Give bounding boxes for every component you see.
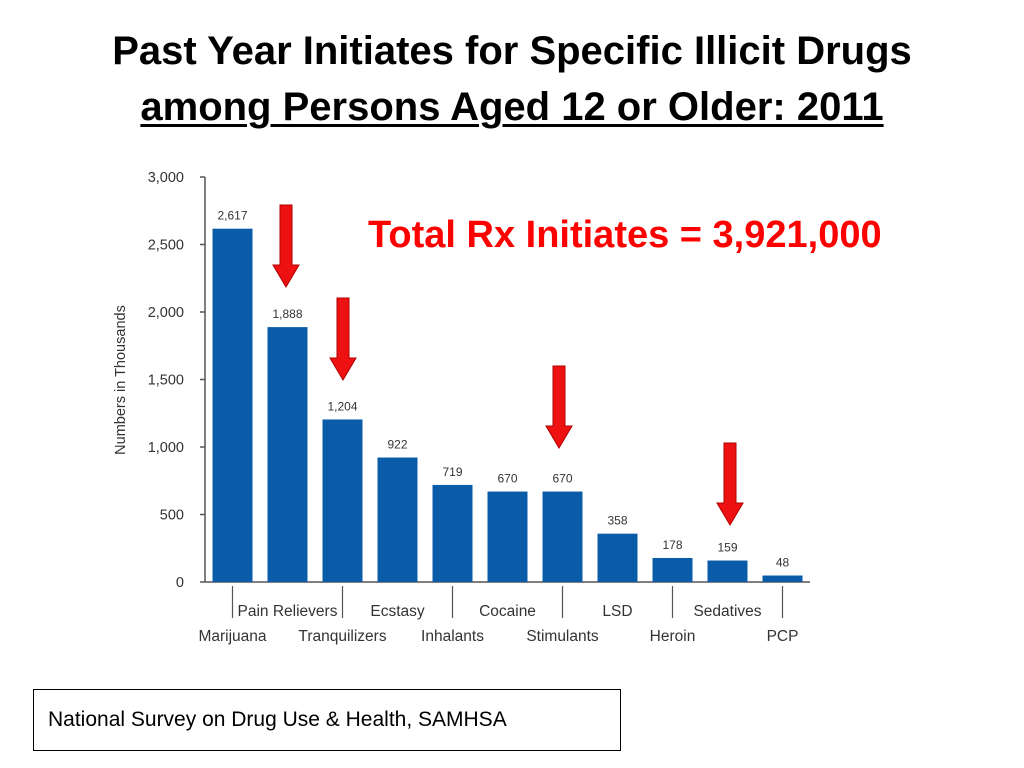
x-tick-label: Tranquilizers	[298, 628, 386, 645]
data-label: 48	[776, 556, 790, 570]
bar-ecstasy	[377, 457, 418, 582]
y-tick-label: 1,500	[148, 373, 184, 389]
y-tick-label: 0	[176, 575, 184, 591]
red-arrow-tranquilizers	[329, 297, 357, 381]
red-arrow-stimulants	[545, 365, 573, 449]
y-tick-label: 1,000	[148, 440, 184, 456]
x-tick-label: LSD	[602, 603, 632, 620]
x-tick-label: Pain Relievers	[238, 603, 338, 620]
bar-cocaine	[487, 491, 528, 582]
x-tick-label: Inhalants	[421, 628, 484, 645]
y-tick-label: 500	[160, 508, 184, 524]
bar-marijuana	[212, 228, 253, 582]
bar-sedatives	[707, 560, 748, 582]
bar-inhalants	[432, 484, 473, 582]
total-rx-initiates-callout: Total Rx Initiates = 3,921,000	[368, 214, 882, 256]
bar-pain-relievers	[267, 327, 308, 582]
bar-heroin	[652, 557, 693, 582]
x-tick-label: Cocaine	[479, 603, 536, 620]
data-label: 670	[497, 472, 517, 486]
red-arrow-sedatives	[716, 442, 744, 526]
data-label: 2,617	[217, 209, 247, 223]
y-tick-label: 2,500	[148, 238, 184, 254]
bar-chart: 0 500 1,000 1,500 2,000 2,500 3,000 Numbers in …	[113, 170, 810, 645]
data-label: 1,888	[272, 307, 302, 321]
source-citation: National Survey on Drug Use & Health, SA…	[33, 689, 621, 751]
x-tick-label: Stimulants	[526, 628, 599, 645]
data-label: 719	[442, 465, 462, 479]
data-label: 159	[717, 541, 737, 555]
x-tick-label: Heroin	[650, 628, 696, 645]
red-arrow-pain-relievers	[272, 204, 300, 288]
x-tick-label: PCP	[767, 628, 799, 645]
chart-title-line-1: Past Year Initiates for Specific Illicit…	[112, 29, 912, 73]
bar-pcp	[762, 575, 803, 582]
bar-stimulants	[542, 491, 583, 582]
data-label: 922	[387, 438, 407, 452]
x-tick-label: Sedatives	[693, 603, 761, 620]
y-tick-label: 3,000	[148, 170, 184, 186]
data-label: 1,204	[327, 399, 357, 413]
chart-title-line-2: among Persons Aged 12 or Older: 2011	[140, 85, 884, 129]
data-label: 358	[607, 514, 627, 528]
x-tick-label: Ecstasy	[370, 603, 425, 620]
bar-lsd	[597, 533, 638, 582]
data-label: 178	[662, 538, 682, 552]
y-tick-label: 2,000	[148, 305, 184, 321]
bar-tranquilizers	[322, 419, 363, 582]
y-axis-title: Numbers in Thousands	[113, 305, 129, 455]
x-tick-label: Marijuana	[198, 628, 266, 645]
data-label: 670	[552, 472, 572, 486]
